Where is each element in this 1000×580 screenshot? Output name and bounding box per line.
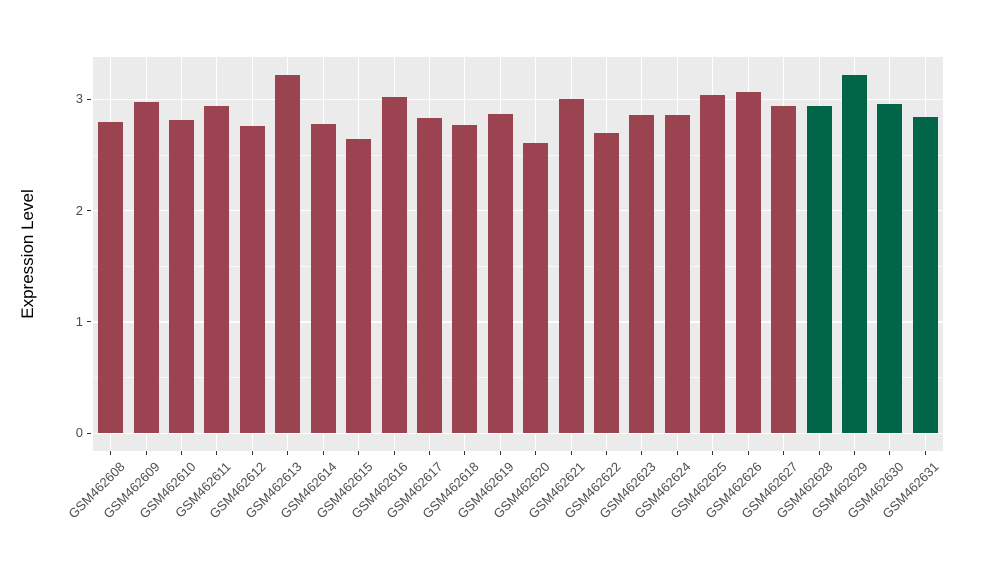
x-tick: [393, 451, 395, 455]
y-tick-label: 0: [75, 425, 83, 441]
x-tick: [216, 451, 218, 455]
x-tick: [570, 451, 572, 455]
gridline-major: [93, 98, 943, 100]
gridline-major: [93, 209, 943, 212]
y-tick: [87, 321, 91, 323]
bar-GSM462610: [169, 120, 195, 434]
bar-GSM462615: [346, 139, 372, 434]
x-tick: [641, 451, 643, 455]
bar-GSM462611: [204, 105, 230, 434]
x-tick: [818, 451, 820, 455]
gridline-major: [93, 321, 943, 323]
x-tick: [889, 451, 891, 455]
gridline-minor: [93, 377, 943, 378]
y-tick-label: 2: [75, 202, 83, 218]
x-tick: [145, 451, 147, 455]
gridline-major: [93, 432, 943, 434]
y-tick: [87, 432, 91, 434]
bar-GSM462621: [558, 99, 584, 434]
x-tick: [110, 451, 112, 455]
x-tick: [251, 451, 253, 455]
gridline-minor: [93, 154, 943, 156]
bar-GSM462618: [452, 124, 478, 434]
bar-GSM462620: [523, 142, 549, 434]
x-tick: [464, 451, 466, 455]
gridline-minor: [93, 265, 943, 267]
y-tick: [87, 98, 91, 100]
bar-GSM462614: [310, 123, 336, 434]
bar-GSM462616: [381, 97, 407, 434]
x-tick: [853, 451, 855, 455]
bar-GSM462608: [98, 121, 124, 434]
bar-GSM462622: [594, 132, 620, 434]
x-tick: [428, 451, 430, 455]
bars: [93, 57, 943, 451]
bar-GSM462613: [275, 74, 301, 434]
bar-GSM462612: [239, 126, 265, 434]
bar-GSM462629: [841, 74, 867, 434]
x-tick: [535, 451, 537, 455]
horizontal-gridlines: [93, 57, 943, 451]
bar-GSM462626: [735, 91, 761, 434]
y-tick: [87, 210, 91, 212]
x-tick: [322, 451, 324, 455]
x-tick: [606, 451, 608, 455]
x-tick: [358, 451, 360, 455]
x-tick: [712, 451, 714, 455]
x-tick: [499, 451, 501, 455]
bar-GSM462623: [629, 114, 655, 434]
bar-GSM462628: [806, 105, 832, 434]
y-axis-title: Expression Level: [18, 189, 37, 319]
bar-GSM462619: [487, 113, 513, 434]
bar-GSM462631: [912, 117, 938, 434]
bar-GSM462630: [877, 103, 903, 434]
x-tick: [924, 451, 926, 455]
x-tick: [783, 451, 785, 455]
x-tick: [287, 451, 289, 455]
y-tick-label: 1: [75, 313, 83, 329]
bar-GSM462624: [664, 114, 690, 434]
bar-GSM462625: [700, 94, 726, 434]
bar-GSM462627: [771, 105, 797, 434]
bar-GSM462609: [133, 101, 159, 434]
x-tick: [181, 451, 183, 455]
bar-GSM462617: [416, 118, 442, 434]
y-tick-label: 3: [75, 91, 83, 107]
x-tick: [747, 451, 749, 455]
plot-panel: [93, 57, 943, 451]
x-tick: [676, 451, 678, 455]
